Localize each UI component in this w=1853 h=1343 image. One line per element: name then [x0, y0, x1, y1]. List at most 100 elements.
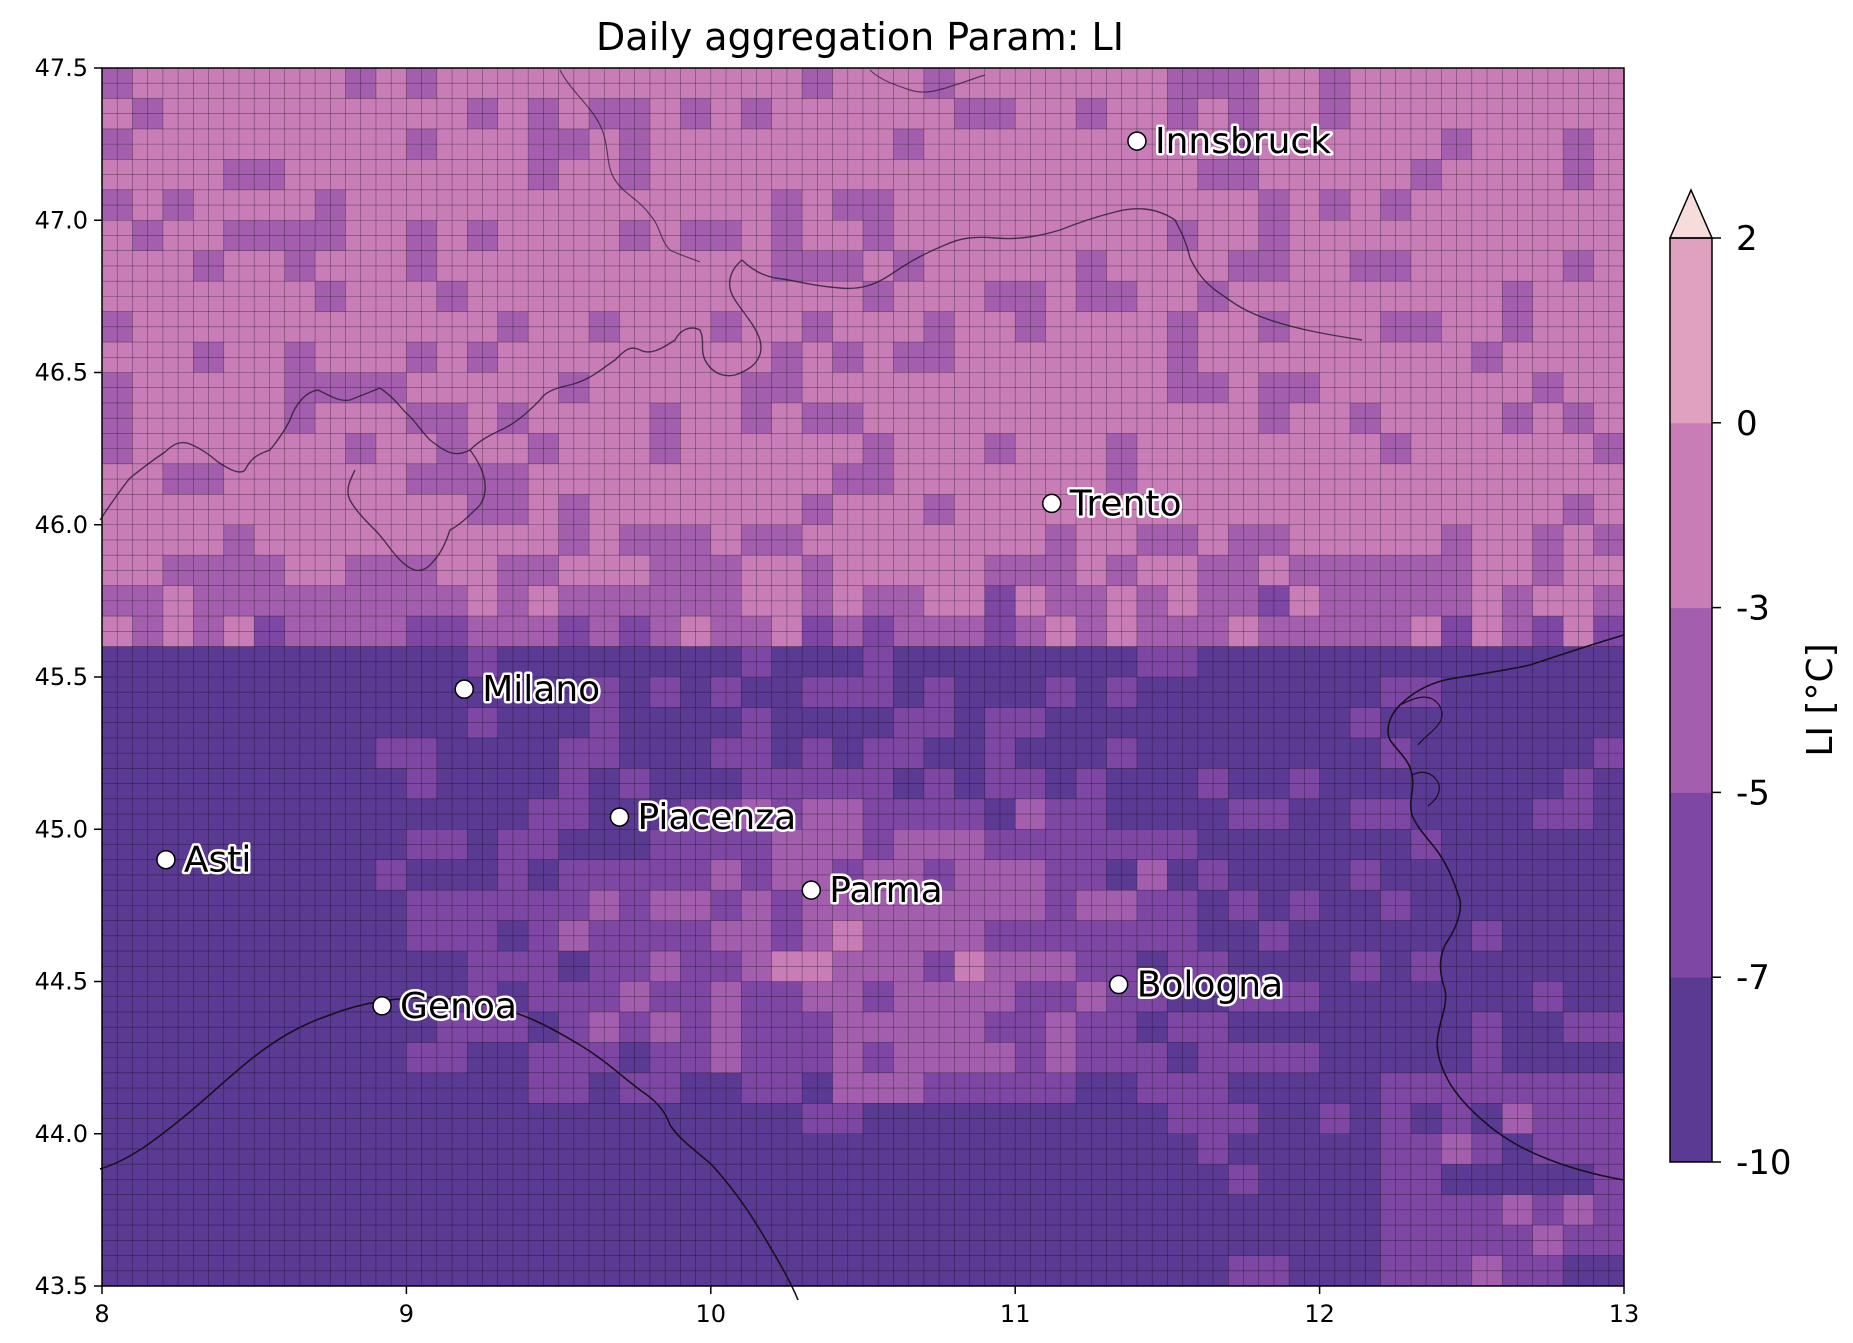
li-cell — [984, 402, 1016, 434]
li-cell — [1410, 281, 1442, 313]
li-cell — [1258, 798, 1290, 830]
li-cell — [1015, 798, 1047, 830]
li-cell — [467, 159, 499, 191]
li-cell — [1593, 1072, 1625, 1104]
li-cell — [132, 798, 164, 830]
li-cell — [1106, 890, 1138, 922]
li-cell — [619, 1133, 651, 1165]
li-cell — [193, 159, 225, 191]
li-cell — [162, 981, 194, 1013]
li-cell — [1228, 372, 1260, 404]
li-cell — [528, 829, 560, 861]
li-cell — [436, 524, 468, 556]
colorbar-tick-label: -3 — [1736, 589, 1770, 629]
li-cell — [923, 1164, 955, 1196]
li-cell — [1563, 616, 1595, 648]
li-cell — [741, 829, 773, 861]
li-cell — [1197, 1042, 1229, 1074]
li-cell — [406, 372, 438, 404]
li-cell — [406, 616, 438, 648]
li-cell — [1471, 1225, 1503, 1257]
li-cell — [1563, 951, 1595, 982]
li-cell — [1471, 68, 1503, 99]
li-cell — [589, 220, 620, 252]
li-cell — [923, 1133, 955, 1165]
li-cell — [254, 128, 286, 160]
li-cell — [1380, 646, 1412, 678]
li-cell — [1563, 1011, 1595, 1043]
li-cell — [923, 798, 955, 830]
li-cell — [802, 1164, 834, 1196]
li-cell — [1076, 1225, 1108, 1257]
li-cell — [254, 524, 286, 556]
li-cell — [1106, 616, 1138, 648]
li-cell — [193, 859, 225, 891]
li-cell — [558, 1072, 590, 1104]
li-cell — [528, 1103, 560, 1135]
li-cell — [954, 1164, 986, 1196]
li-cell — [436, 707, 468, 739]
li-cell — [406, 250, 438, 282]
li-cell — [619, 951, 651, 982]
li-cell — [1076, 220, 1108, 252]
li-cell — [1228, 524, 1260, 556]
li-cell — [1471, 463, 1503, 495]
li-cell — [315, 250, 347, 282]
li-cell — [254, 1072, 286, 1104]
li-cell — [406, 585, 438, 617]
li-cell — [1471, 1011, 1503, 1043]
li-cell — [375, 829, 407, 861]
li-cell — [1350, 555, 1381, 587]
li-cell — [345, 890, 377, 922]
li-cell — [193, 494, 225, 526]
li-cell — [771, 585, 803, 617]
li-cell — [1015, 372, 1047, 404]
li-cell — [1410, 646, 1442, 678]
li-cell — [315, 281, 347, 313]
li-cell — [1136, 402, 1168, 434]
li-cell — [741, 220, 773, 252]
li-cell — [193, 768, 225, 800]
city-marker — [156, 849, 176, 870]
li-cell — [1015, 585, 1047, 617]
li-cell — [1593, 646, 1625, 678]
li-cell — [589, 707, 620, 739]
li-cell — [1045, 707, 1077, 739]
li-cell — [1319, 555, 1351, 587]
li-cell — [132, 311, 164, 343]
li-cell — [802, 311, 834, 343]
li-cell — [162, 1133, 194, 1165]
li-cell — [193, 798, 225, 830]
li-cell — [710, 798, 742, 830]
li-cell — [1319, 524, 1351, 556]
li-cell — [832, 1011, 864, 1043]
li-cell — [1228, 677, 1260, 708]
li-cell — [1015, 677, 1047, 708]
li-cell — [893, 920, 925, 952]
coastline-venice-lagoon — [1399, 696, 1443, 807]
li-cell — [710, 616, 742, 648]
li-cell — [1350, 890, 1381, 922]
li-cell — [863, 463, 894, 495]
li-cell — [467, 646, 499, 678]
li-cell — [1441, 829, 1473, 861]
li-cell — [1563, 189, 1595, 221]
li-cell — [1410, 585, 1442, 617]
li-cell — [619, 646, 651, 678]
li-cell — [1136, 189, 1168, 221]
li-cell — [1289, 220, 1321, 252]
li-cell — [315, 890, 347, 922]
li-cell — [802, 159, 834, 191]
li-cell — [923, 250, 955, 282]
li-cell — [1563, 1042, 1595, 1074]
li-cell — [254, 250, 286, 282]
li-cell — [315, 951, 347, 982]
li-cell — [102, 585, 133, 617]
li-cell — [284, 707, 316, 739]
li-cell — [132, 707, 164, 739]
li-cell — [710, 646, 742, 678]
li-cell — [1197, 555, 1229, 587]
li-cell — [528, 1011, 560, 1043]
li-cell — [1136, 616, 1168, 648]
li-cell — [832, 189, 864, 221]
